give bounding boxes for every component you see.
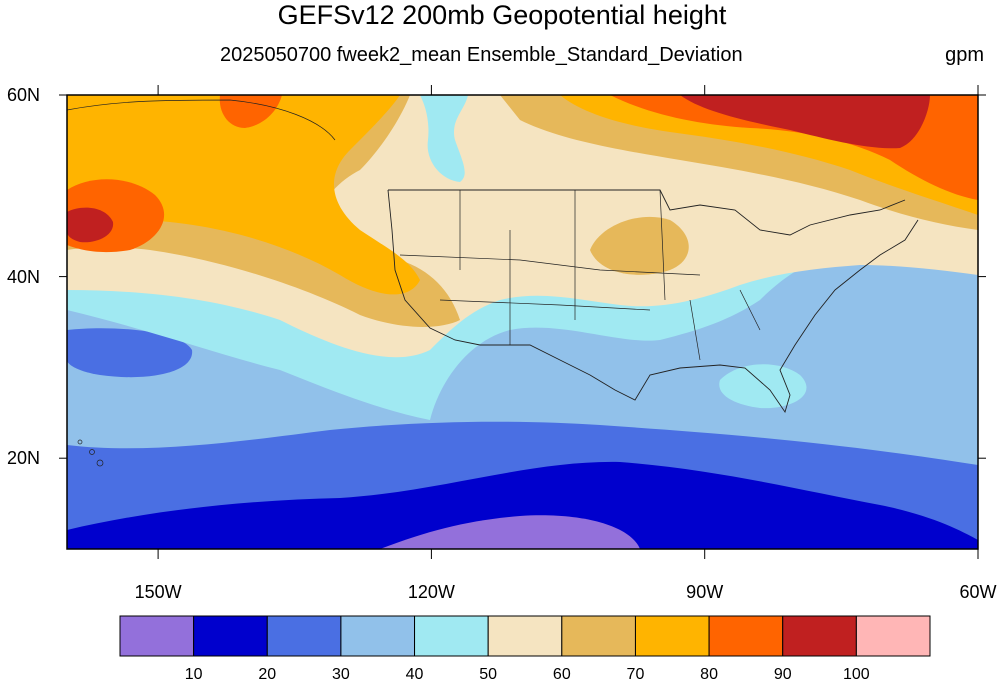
colorbar-swatch <box>782 615 857 657</box>
plot-frame <box>66 94 979 550</box>
colorbar-label: 30 <box>332 666 350 683</box>
colorbar-swatch <box>708 615 784 657</box>
colorbar-label: 10 <box>184 666 203 683</box>
colorbar-label: 60 <box>552 666 571 683</box>
colorbar-swatch <box>414 615 489 657</box>
colorbar-label: 20 <box>258 666 277 683</box>
colorbar-swatch <box>193 615 268 657</box>
axis-ticks <box>59 85 986 559</box>
lon-tick-label: 60W <box>959 582 997 602</box>
colorbar-swatch <box>487 615 563 657</box>
colorbar-swatch <box>119 615 195 657</box>
lat-tick-label: 40N <box>6 266 40 287</box>
lat-tick-label: 20N <box>6 448 40 469</box>
lon-tick-label: 120W <box>407 582 455 602</box>
units-label: gpm <box>945 44 984 66</box>
lon-tick-label: 150W <box>134 582 182 602</box>
colorbar-label: 90 <box>773 666 792 683</box>
colorbar-label: 80 <box>700 666 718 683</box>
lon-tick-label: 90W <box>686 582 724 602</box>
colorbar-swatch <box>340 615 416 657</box>
colorbar-label: 100 <box>843 666 870 683</box>
lat-tick-label: 60N <box>6 85 40 105</box>
colorbar-swatch <box>634 615 710 657</box>
colorbar-label: 50 <box>479 666 498 683</box>
map-subtitle: 2025050700 fweek2_mean Ensemble_Standard… <box>220 44 743 66</box>
colorbar-swatch <box>855 615 931 657</box>
map-title: GEFSv12 200mb Geopotential height <box>277 0 727 30</box>
colorbar-label: 70 <box>626 666 645 683</box>
colorbar-label: 40 <box>405 666 424 683</box>
colorbar-swatch <box>561 615 636 657</box>
filled-contours <box>67 95 978 549</box>
colorbar-swatch <box>266 615 342 657</box>
